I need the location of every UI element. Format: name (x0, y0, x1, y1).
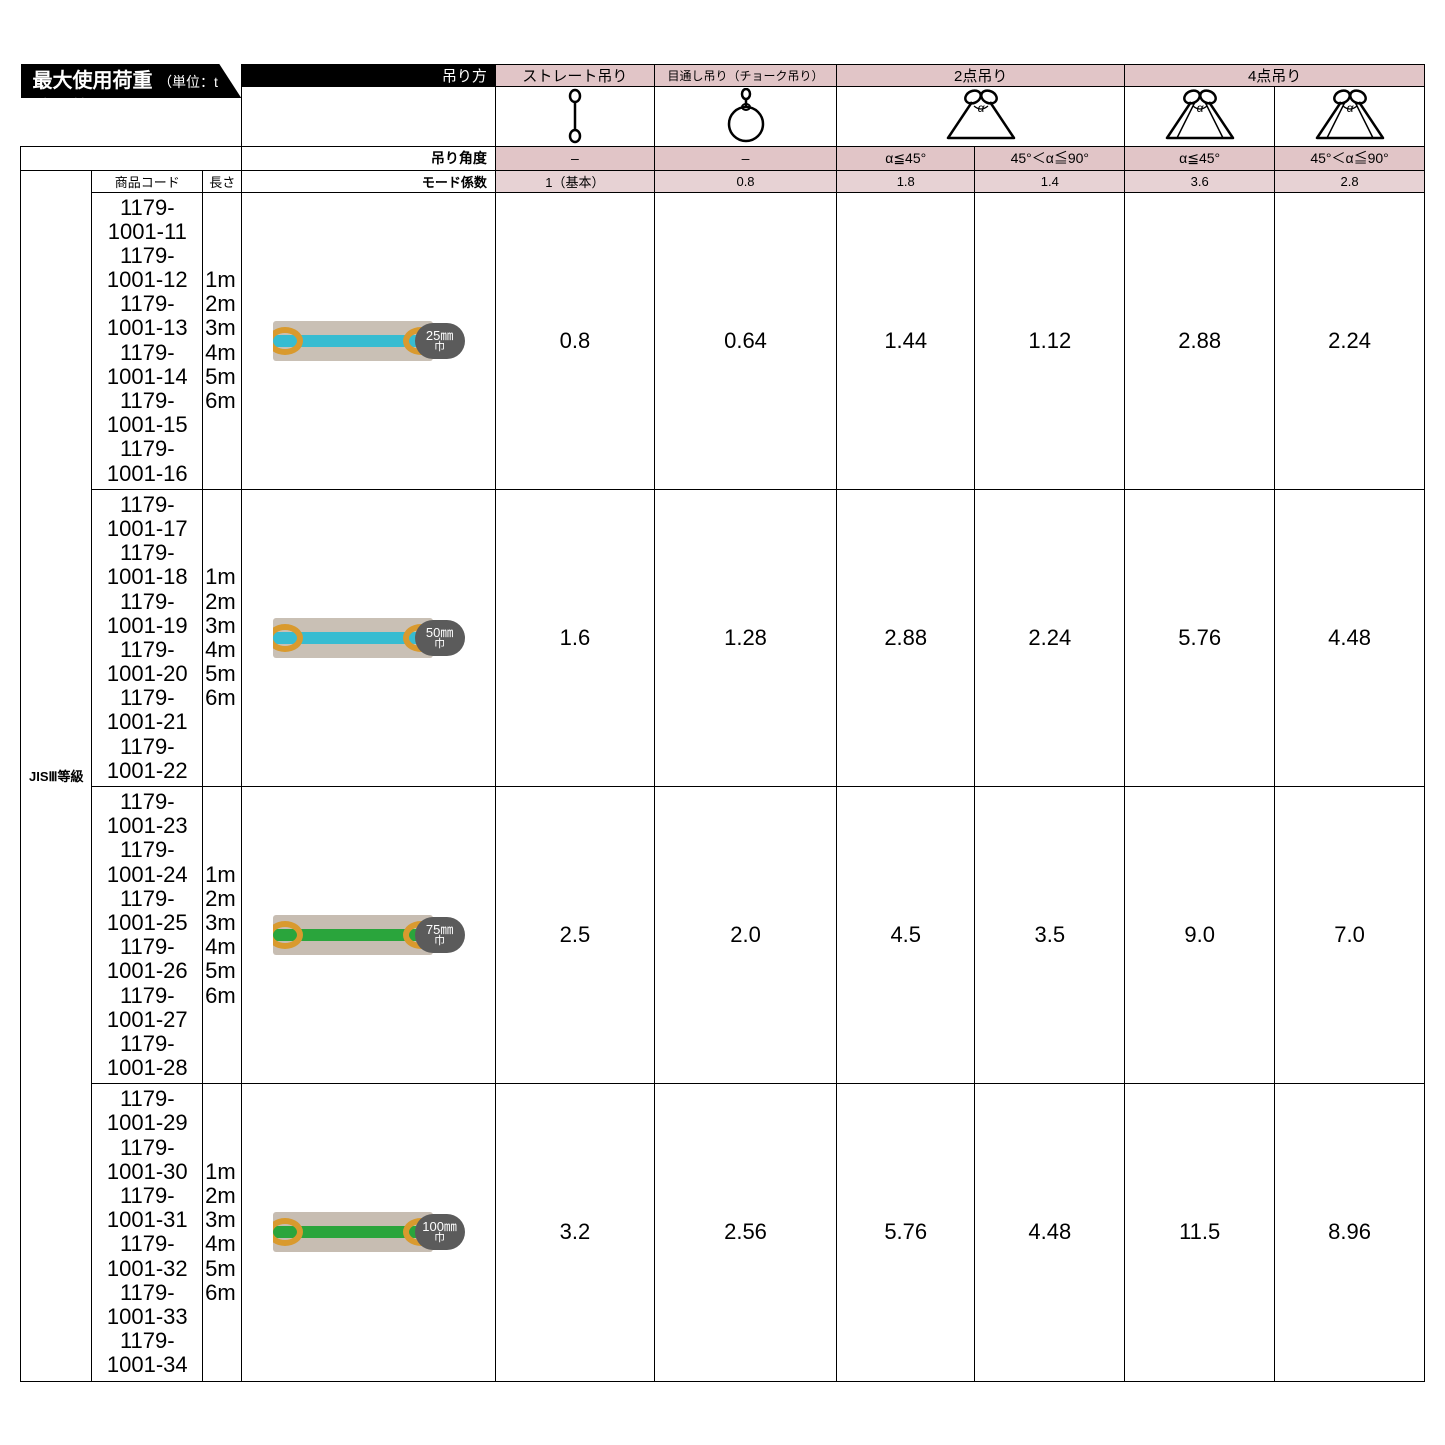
hdr-two-point: 2点吊り (837, 64, 1125, 86)
table-row: 1179-1001-171179-1001-181179-1001-191179… (21, 489, 1425, 786)
angle-2pt-b: 45°＜α≦90° (975, 146, 1125, 170)
method-label: 吊り方 (242, 64, 496, 86)
product-lengths: 1m2m3m4m5m6m (203, 1084, 242, 1381)
load-value: 5.76 (1125, 489, 1275, 786)
width-badge: 50㎜巾 (415, 620, 465, 656)
load-value: 1.44 (837, 192, 975, 489)
mode-c3: 1.8 (837, 170, 975, 192)
width-badge: 75㎜巾 (415, 917, 465, 953)
mode-label: モード係数 (242, 170, 496, 192)
load-value: 2.24 (975, 489, 1125, 786)
load-value: 1.12 (975, 192, 1125, 489)
product-lengths: 1m2m3m4m5m6m (203, 489, 242, 786)
sling-cell: 25㎜巾 (242, 192, 496, 489)
load-value: 2.5 (495, 787, 654, 1084)
width-badge: 100㎜巾 (415, 1214, 465, 1250)
table-row: 1179-1001-111179-1001-121179-1001-131179… (21, 192, 1425, 489)
product-codes: 1179-1001-111179-1001-121179-1001-131179… (92, 192, 203, 489)
angle-label: 吊り角度 (242, 146, 496, 170)
load-chart-sheet: 最大使用荷重 （単位：t（トン）） 吊り方 ストレート吊り 目通し吊り（チョーク… (20, 64, 1425, 1382)
load-value: 2.88 (837, 489, 975, 786)
angle-choker: – (654, 146, 836, 170)
code-header: 商品コード (92, 170, 203, 192)
load-value: 0.64 (654, 192, 836, 489)
load-table: 最大使用荷重 （単位：t（トン）） 吊り方 ストレート吊り 目通し吊り（チョーク… (20, 64, 1425, 1382)
sling-cell: 100㎜巾 (242, 1084, 496, 1381)
mode-c4: 1.4 (975, 170, 1125, 192)
icon-four-point-a: α (1125, 86, 1275, 146)
angle-4pt-b: 45°＜α≦90° (1275, 146, 1425, 170)
table-row: 1179-1001-231179-1001-241179-1001-251179… (21, 787, 1425, 1084)
icon-two-point: α (837, 86, 1125, 146)
mode-c1: 1（基本） (495, 170, 654, 192)
load-value: 2.0 (654, 787, 836, 1084)
load-value: 2.24 (1275, 192, 1425, 489)
mode-c5: 3.6 (1125, 170, 1275, 192)
load-value: 5.76 (837, 1084, 975, 1381)
title-text: 最大使用荷重 (33, 70, 153, 92)
load-value: 0.8 (495, 192, 654, 489)
grade-label: JISⅢ等級 (21, 170, 92, 1381)
width-badge: 25㎜巾 (415, 323, 465, 359)
product-lengths: 1m2m3m4m5m6m (203, 192, 242, 489)
load-value: 8.96 (1275, 1084, 1425, 1381)
load-value: 3.2 (495, 1084, 654, 1381)
mode-c6: 2.8 (1275, 170, 1425, 192)
load-value: 3.5 (975, 787, 1125, 1084)
mode-c2: 0.8 (654, 170, 836, 192)
sling-cell: 75㎜巾 (242, 787, 496, 1084)
hdr-choker: 目通し吊り（チョーク吊り） (654, 64, 836, 86)
product-codes: 1179-1001-231179-1001-241179-1001-251179… (92, 787, 203, 1084)
product-codes: 1179-1001-291179-1001-301179-1001-311179… (92, 1084, 203, 1381)
angle-4pt-a: α≦45° (1125, 146, 1275, 170)
product-codes: 1179-1001-171179-1001-181179-1001-191179… (92, 489, 203, 786)
load-value: 4.48 (975, 1084, 1125, 1381)
load-value: 2.56 (654, 1084, 836, 1381)
hdr-straight: ストレート吊り (495, 64, 654, 86)
load-value: 1.6 (495, 489, 654, 786)
product-lengths: 1m2m3m4m5m6m (203, 787, 242, 1084)
table-row: 1179-1001-291179-1001-301179-1001-311179… (21, 1084, 1425, 1381)
angle-straight: – (495, 146, 654, 170)
icon-choker (654, 86, 836, 146)
load-value: 4.48 (1275, 489, 1425, 786)
load-value: 2.88 (1125, 192, 1275, 489)
icon-four-point-b: α (1275, 86, 1425, 146)
icon-straight (495, 86, 654, 146)
load-value: 1.28 (654, 489, 836, 786)
len-header: 長さ (203, 170, 242, 192)
load-value: 11.5 (1125, 1084, 1275, 1381)
hdr-four-point: 4点吊り (1125, 64, 1425, 86)
sling-cell: 50㎜巾 (242, 489, 496, 786)
angle-2pt-a: α≦45° (837, 146, 975, 170)
load-value: 9.0 (1125, 787, 1275, 1084)
load-value: 7.0 (1275, 787, 1425, 1084)
table-title: 最大使用荷重 （単位：t（トン）） (21, 64, 242, 98)
load-value: 4.5 (837, 787, 975, 1084)
